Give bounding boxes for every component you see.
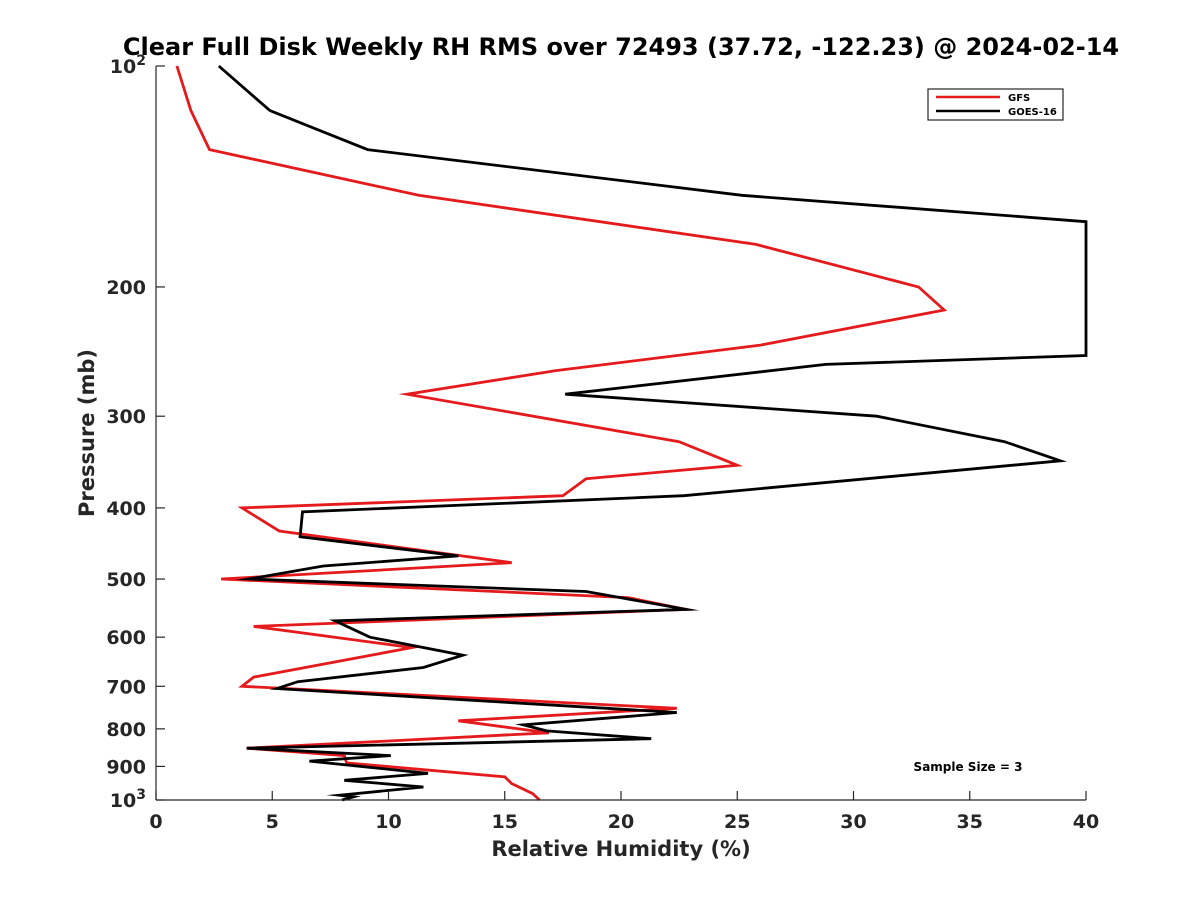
series-layer — [175, 64, 1088, 802]
x-axis-label: Relative Humidity (%) — [491, 837, 750, 861]
x-tick-label: 35 — [957, 811, 983, 833]
y-axis-label: Pressure (mb) — [75, 349, 99, 517]
y-tick-label: 400 — [106, 498, 146, 520]
y-tick-label: 800 — [106, 719, 146, 741]
x-tick-label: 20 — [608, 811, 634, 833]
axes-layer: 0 5 10 15 20 25 30 35 40 102 200 300 400 500 600 700 800… — [106, 53, 1099, 833]
plot-area — [156, 66, 1086, 800]
x-tick-label: 25 — [724, 811, 750, 833]
legend: GFS GOES-16 — [927, 88, 1064, 121]
legend-label: GOES-16 — [1008, 107, 1057, 118]
x-tick-label: 10 — [375, 811, 401, 833]
x-tick-label: 30 — [840, 811, 866, 833]
y-tick-label: 500 — [106, 569, 146, 591]
y-tick-label: 200 — [106, 277, 146, 299]
y-tick-label: 600 — [106, 627, 146, 649]
x-tick-label: 15 — [492, 811, 518, 833]
y-tick-label: 900 — [106, 756, 146, 778]
y-tick-label: 700 — [106, 676, 146, 698]
x-tick-label: 0 — [149, 811, 162, 833]
y-tick-label: 300 — [106, 406, 146, 428]
sample-size-annotation: Sample Size = 3 — [914, 760, 1023, 774]
x-tick-label: 5 — [266, 811, 279, 833]
chart-title: Clear Full Disk Weekly RH RMS over 72493… — [123, 33, 1119, 61]
legend-box — [927, 88, 1064, 121]
x-tick-label: 40 — [1073, 811, 1099, 833]
series-line-goes-16 — [217, 64, 1088, 802]
legend-label: GFS — [1008, 93, 1030, 104]
y-tick-label: 102 — [110, 53, 146, 78]
y-tick-label: 103 — [110, 787, 146, 812]
